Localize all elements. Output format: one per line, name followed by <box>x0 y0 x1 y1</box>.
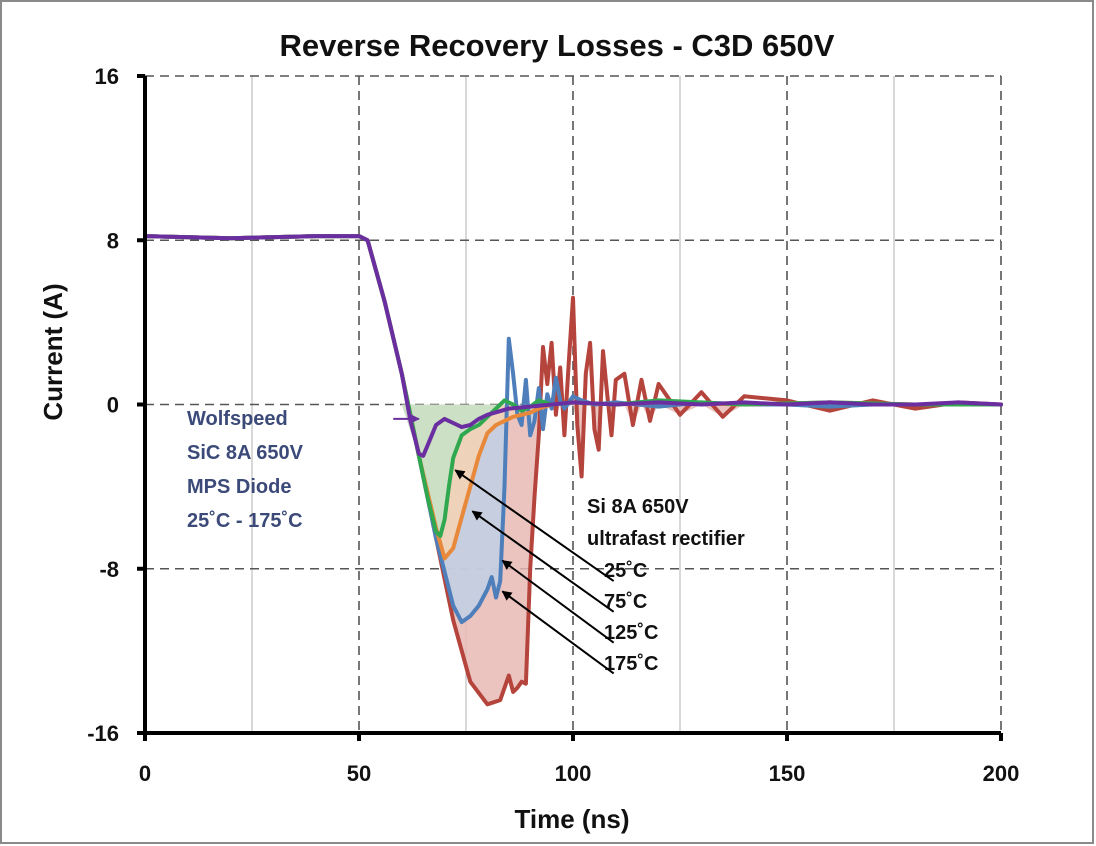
x-tick-label: 0 <box>139 761 151 786</box>
sic-label-line-4: 25˚C - 175˚C <box>187 509 303 532</box>
y-axis-title: Current (A) <box>38 283 68 420</box>
x-tick-label: 150 <box>769 761 806 786</box>
chart-title: Reverse Recovery Losses - C3D 650V <box>280 28 835 63</box>
annotations: Wolfspeed SiC 8A 650V MPS Diode 25˚C - 1… <box>187 408 745 675</box>
sic-label-line-1: Wolfspeed <box>187 408 288 430</box>
arrow-175c <box>501 590 615 675</box>
y-tick-label: 8 <box>107 228 119 253</box>
series-lines <box>143 234 1003 707</box>
arrow-25c <box>454 469 615 582</box>
series-line-4 <box>143 234 1003 458</box>
temp-label-175c: 175˚C <box>604 652 658 675</box>
temp-label-125c: 125˚C <box>604 621 658 644</box>
y-tick-label: -16 <box>87 721 119 746</box>
sic-label-line-2: SiC 8A 650V <box>187 442 304 464</box>
temp-label-25c: 25˚C <box>604 559 647 582</box>
x-tick-label: 100 <box>555 761 592 786</box>
arrow-75c <box>471 510 615 613</box>
x-axis-title: Time (ns) <box>514 804 629 834</box>
y-tick-label: 0 <box>107 393 119 418</box>
axes <box>137 74 1003 741</box>
si-label-line-1: Si 8A 650V <box>587 496 689 518</box>
tick-labels: 0 50 100 150 200 -16 -8 0 8 16 <box>87 64 1019 786</box>
x-tick-label: 200 <box>983 761 1020 786</box>
series-line-0 <box>143 234 1003 707</box>
sic-label-line-3: MPS Diode <box>187 476 291 498</box>
y-tick-label: -8 <box>99 557 119 582</box>
x-tick-label: 50 <box>347 761 371 786</box>
arrow-125c <box>501 559 615 644</box>
annotation-arrows <box>393 413 615 675</box>
temp-label-75c: 75˚C <box>604 590 647 613</box>
si-label-line-2: ultrafast rectifier <box>587 528 745 550</box>
y-tick-label: 16 <box>95 64 119 89</box>
